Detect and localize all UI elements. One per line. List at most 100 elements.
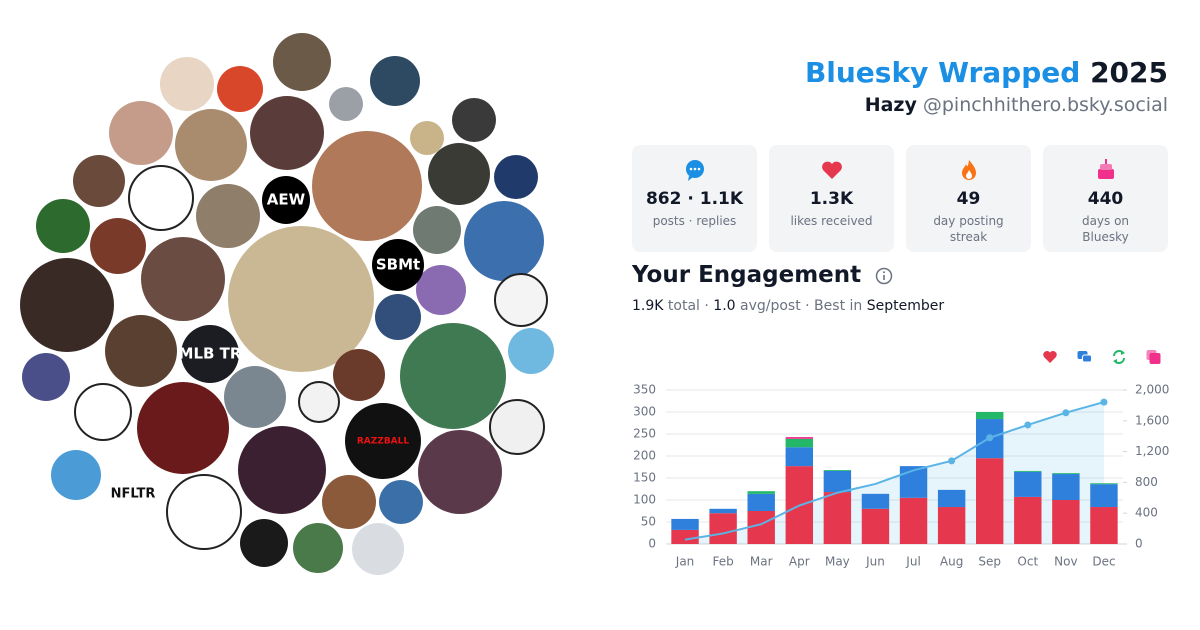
y2-tick-label: 2,000 <box>1135 383 1169 397</box>
line-point <box>1100 398 1108 406</box>
stat-label: posts · replies <box>652 214 737 228</box>
y-tick-label: 0 <box>648 537 656 551</box>
y-tick-label: 150 <box>633 471 656 485</box>
avatar <box>228 226 374 372</box>
avatar <box>273 33 331 91</box>
bar-segment <box>899 497 928 544</box>
avatar <box>109 101 173 165</box>
y-tick-label: 50 <box>641 515 656 529</box>
line-point <box>948 457 956 465</box>
avatar <box>73 155 125 207</box>
avatar <box>508 328 554 374</box>
avatar <box>238 426 326 514</box>
avatar <box>293 523 343 573</box>
bar-segment <box>747 493 775 511</box>
stat-label: day posting streak <box>933 214 1004 244</box>
bar-segment <box>937 489 966 508</box>
avatar <box>322 475 376 529</box>
avatar-text: SBMt <box>376 256 420 274</box>
bar-segment <box>899 466 928 498</box>
x-tick-label: Jul <box>905 555 920 569</box>
x-tick-label: Aug <box>940 555 963 569</box>
bar-segment <box>671 529 699 544</box>
stat-label: days on Bluesky <box>1081 214 1130 244</box>
display-name: Hazy <box>864 94 917 116</box>
bar-segment <box>861 493 890 509</box>
y-tick-label: 350 <box>633 383 656 397</box>
stat-label: likes received <box>790 214 873 228</box>
bar-segment <box>1090 507 1118 544</box>
y2-tick-label: 400 <box>1135 506 1158 520</box>
legend-icon[interactable] <box>1146 350 1161 364</box>
legend-icon[interactable] <box>1077 351 1092 363</box>
subtitle: Hazy @pinchhithero.bsky.social <box>865 94 1168 116</box>
avatar <box>196 184 260 248</box>
bar-segment <box>785 438 814 448</box>
avatar <box>410 121 444 155</box>
bar-segment <box>1090 484 1118 508</box>
avatar <box>20 258 114 352</box>
avatar <box>494 273 548 327</box>
legend-icon[interactable] <box>1043 351 1057 363</box>
title: Bluesky Wrapped 2025 <box>805 56 1168 89</box>
avatar <box>329 87 363 121</box>
avatar-text: MLB TR <box>179 345 242 363</box>
avatar <box>224 366 286 428</box>
section-title-text: Your Engagement <box>632 262 862 288</box>
avatar <box>262 176 310 224</box>
avg: 1.0 <box>713 298 736 314</box>
bar-segment <box>1052 473 1080 475</box>
bar-segment <box>861 508 890 544</box>
avatar <box>250 96 324 170</box>
avatar <box>400 323 506 429</box>
avatar <box>494 155 538 199</box>
avatar <box>90 218 146 274</box>
avg-label: avg/post · Best in <box>740 298 863 314</box>
avatar <box>51 450 101 500</box>
info-icon[interactable] <box>875 267 893 285</box>
y2-tick-label: 0 <box>1135 537 1143 551</box>
x-tick-label: Jan <box>675 555 695 569</box>
stat-icon <box>1097 159 1114 179</box>
stat-value: 862 · 1.1K <box>645 189 744 209</box>
stat-icon <box>821 161 842 179</box>
avatar <box>345 403 421 479</box>
stat-value: 49 <box>956 189 981 209</box>
stat-value: 440 <box>1087 189 1124 209</box>
title-year: 2025 <box>1090 56 1168 89</box>
bar-segment <box>1090 483 1118 485</box>
x-tick-label: May <box>825 555 850 569</box>
x-tick-label: Feb <box>713 555 734 569</box>
y2-tick-label: 1,600 <box>1135 413 1169 427</box>
y2-tick-label: 1,200 <box>1135 444 1169 458</box>
total-label: total · <box>667 298 709 314</box>
line-point <box>986 434 994 442</box>
bar-segment <box>785 437 814 439</box>
bar-segment <box>1052 500 1080 544</box>
bar-segment <box>937 507 966 544</box>
y-tick-label: 200 <box>633 449 656 463</box>
bar-segment <box>709 513 737 544</box>
avatar <box>74 383 132 441</box>
avatar <box>428 143 490 205</box>
avatar <box>370 56 420 106</box>
x-tick-label: Dec <box>1092 555 1115 569</box>
bar-segment <box>1014 496 1042 544</box>
x-tick-label: Nov <box>1054 555 1077 569</box>
avatar <box>175 109 247 181</box>
avatar <box>375 294 421 340</box>
bar-segment <box>785 447 814 467</box>
line-point <box>1024 421 1032 429</box>
title-text: Bluesky Wrapped <box>804 56 1081 89</box>
avatar <box>240 519 288 567</box>
x-tick-label: Apr <box>789 555 810 569</box>
legend-icon[interactable] <box>1113 350 1125 364</box>
handle: @pinchhithero.bsky.social <box>922 94 1168 116</box>
avatar-text: RAZZBALL <box>357 437 410 447</box>
avatar <box>489 399 545 455</box>
engagement-summary: 1.9K total · 1.0 avg/post · Best in Sept… <box>632 298 944 314</box>
avatar <box>298 381 340 423</box>
avatar <box>137 382 229 474</box>
y-tick-label: 300 <box>633 405 656 419</box>
